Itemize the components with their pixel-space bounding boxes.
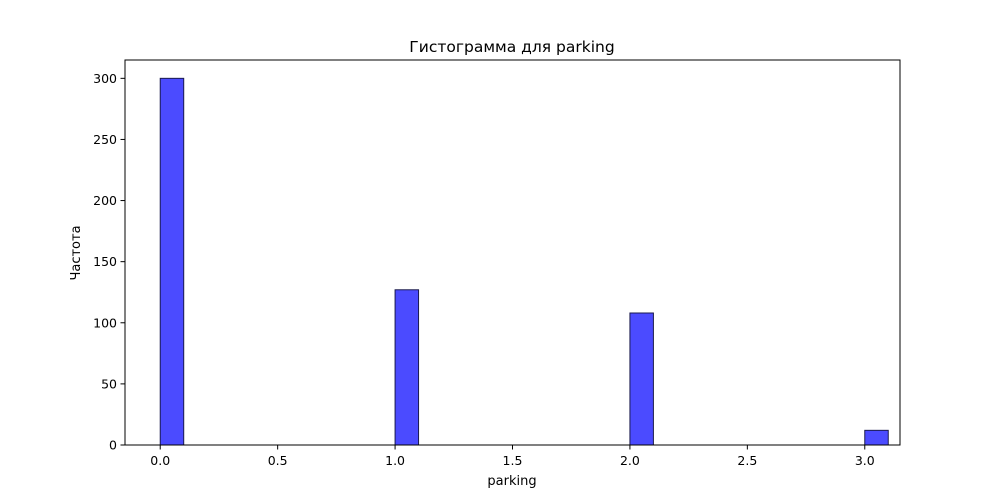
y-axis-ticks: 0 50 100 150 200 250 300 — [93, 71, 125, 453]
x-tick-label: 2.5 — [737, 453, 757, 468]
y-tick-label: 150 — [93, 254, 117, 269]
x-tick-label: 0.0 — [150, 453, 170, 468]
bars-group — [159, 77, 889, 446]
y-axis-label: Частота — [69, 225, 84, 280]
y-tick-label: 100 — [93, 315, 117, 330]
y-tick-label: 200 — [93, 193, 117, 208]
x-tick-label: 0.5 — [268, 453, 288, 468]
y-tick-label: 50 — [101, 376, 117, 391]
histogram-bar — [864, 429, 889, 446]
chart-title: Гистограмма для parking — [409, 38, 614, 56]
histogram-bar — [394, 289, 420, 446]
y-tick-label: 250 — [93, 132, 117, 147]
y-tick-label: 300 — [93, 71, 117, 86]
y-tick-label: 0 — [109, 438, 117, 453]
histogram-bar — [159, 77, 185, 446]
x-tick-label: 1.5 — [503, 453, 523, 468]
histogram-bar — [629, 312, 654, 446]
x-tick-label: 3.0 — [855, 453, 875, 468]
x-axis-label: parking — [487, 474, 536, 489]
x-axis-ticks: 0.0 0.5 1.0 1.5 2.0 2.5 3.0 — [150, 445, 875, 468]
x-tick-label: 1.0 — [385, 453, 405, 468]
x-tick-label: 2.0 — [620, 453, 640, 468]
